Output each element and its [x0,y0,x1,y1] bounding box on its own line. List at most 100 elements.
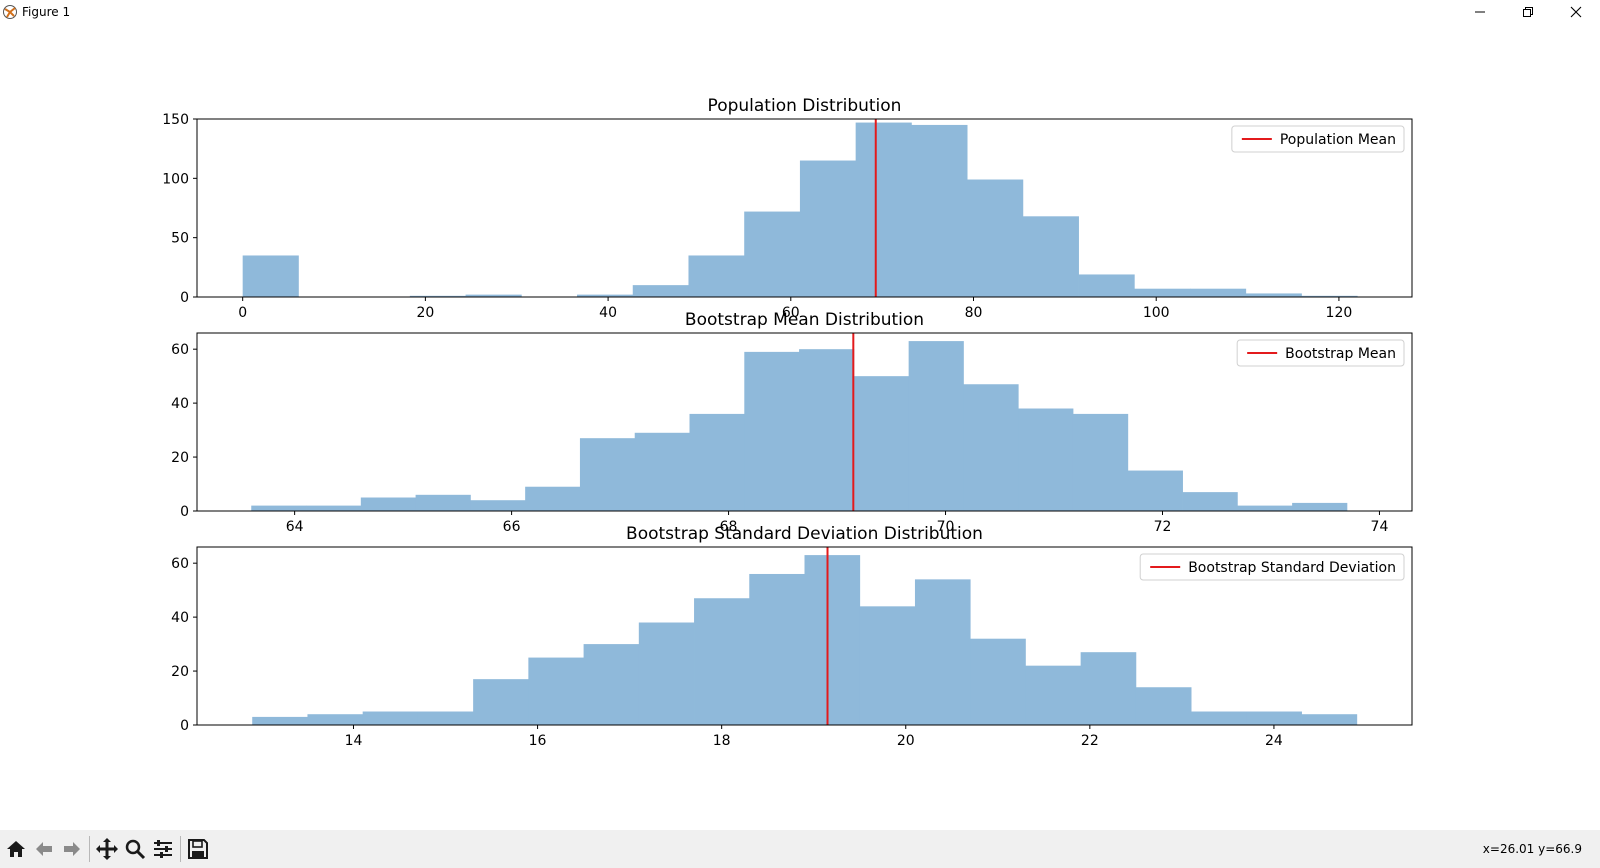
x-tick-label: 74 [1371,519,1389,535]
x-tick-label: 22 [1081,733,1099,749]
y-tick-label: 50 [171,231,189,247]
histogram-bar [1237,505,1293,511]
histogram-bar [307,714,364,725]
x-tick-label: 40 [599,305,617,321]
x-tick-label: 100 [1143,305,1170,321]
histogram-bar [855,122,912,297]
legend-label: Bootstrap Mean [1285,346,1396,362]
pan-icon [96,838,118,860]
y-tick-label: 20 [171,450,189,466]
x-tick-label: 24 [1265,733,1283,749]
histogram-bar [242,255,299,297]
axes-frame [196,332,1413,512]
legend-box [1236,339,1405,367]
histogram-bar [465,294,522,297]
y-tick-label: 60 [171,556,189,572]
histogram-bar [799,160,857,297]
histogram-bar [1022,216,1079,297]
legend: Bootstrap Standard Deviation [1139,553,1405,581]
forward-arrow-icon [64,842,80,856]
histogram-bar [689,413,745,511]
histogram-bar [970,638,1026,725]
histogram-bar [579,438,636,511]
zoom-icon [125,839,146,860]
histogram-bar [1072,413,1129,511]
chart-title: Bootstrap Mean Distribution [685,310,924,330]
y-tick-label: 60 [171,342,189,358]
histogram-bar [1134,288,1191,297]
matplotlib-logo-icon [3,5,17,19]
window-title: Figure 1 [22,5,71,19]
y-tick-label: 0 [180,718,189,734]
axes-frame [196,118,1413,298]
legend-label: Bootstrap Standard Deviation [1188,560,1396,576]
histogram-bar [1080,652,1137,725]
x-tick-label: 120 [1326,305,1353,321]
histogram-bar [1018,408,1074,511]
histogram-bar [1127,470,1183,511]
histogram-bar [804,555,861,725]
x-tick-label: 72 [1154,519,1172,535]
zoom-button[interactable] [121,834,149,864]
window-titlebar: Figure 1 [0,0,1600,24]
forward-button[interactable] [58,834,86,864]
y-tick-label: 100 [162,171,189,187]
histogram-bar [1182,492,1238,511]
save-button[interactable] [184,834,212,864]
histogram-bar [638,622,695,725]
cursor-coordinates: x=26.01 y=66.9 [1482,842,1582,856]
histogram-bar [362,711,419,725]
close-button[interactable] [1552,0,1600,24]
configure-subplots-button[interactable] [149,834,177,864]
legend-box [1139,553,1405,581]
legend-box [1231,125,1405,153]
x-tick-label: 68 [720,519,738,535]
histogram-bar [583,644,640,725]
histogram-bar [914,579,971,725]
histogram-bar [908,341,964,511]
x-tick-label: 20 [897,733,915,749]
y-tick-label: 0 [180,290,189,306]
histogram-bar [963,384,1019,511]
histogram-bar [577,294,634,297]
histogram-bar [688,255,745,297]
pan-button[interactable] [93,834,121,864]
minimize-button[interactable] [1456,0,1504,24]
legend: Population Mean [1231,125,1405,153]
figure-canvas[interactable]: 0 20 40 60 80 100 120 0 50 100 150 Population Distr… [0,24,1600,830]
histogram-bar [1078,274,1135,297]
legend: Bootstrap Mean [1236,339,1405,367]
home-button[interactable] [2,834,30,864]
subplot-2: 64 66 68 70 72 74 0 20 40 60 Bootstrap Mean Distri… [171,310,1413,535]
navigation-toolbar: x=26.01 y=66.9 [0,830,1600,868]
histogram-bar [911,124,968,297]
axes-frame [196,546,1413,726]
histogram-bar [251,505,307,511]
histogram-bar [1292,502,1348,511]
histogram-bar [1246,711,1302,725]
toolbar-separator [180,836,181,862]
y-tick-label: 0 [180,504,189,520]
histogram-bar [417,711,474,725]
histogram-bar [525,486,581,511]
histogram-bar [1191,711,1247,725]
legend-label: Population Mean [1280,132,1396,148]
subplot-1: 0 20 40 60 80 100 120 0 50 100 150 Population Distr… [162,96,1413,321]
home-icon [7,841,25,857]
close-icon [1570,6,1582,18]
x-tick-label: 18 [713,733,731,749]
back-button[interactable] [30,834,58,864]
y-tick-label: 40 [171,610,189,626]
restore-button[interactable] [1504,0,1552,24]
y-tick-label: 20 [171,664,189,680]
histogram-bar [1190,288,1247,297]
histogram-bar [1301,714,1358,725]
restore-icon [1523,7,1533,17]
chart-title: Population Distribution [708,96,902,116]
x-tick-label: 0 [238,305,247,321]
x-tick-label: 16 [529,733,547,749]
x-tick-label: 66 [503,519,521,535]
x-tick-label: 20 [416,305,434,321]
histogram-bar [360,497,416,511]
histogram-bar [749,573,805,725]
